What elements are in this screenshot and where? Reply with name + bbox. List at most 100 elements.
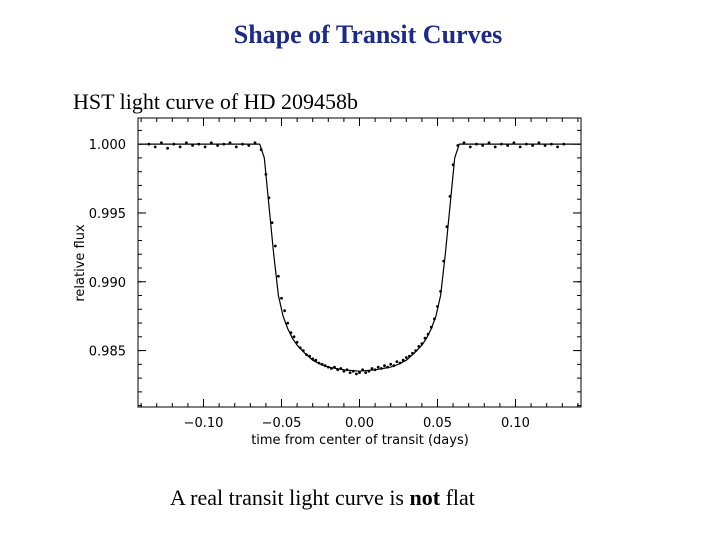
data-point (147, 142, 151, 146)
data-point (518, 145, 522, 149)
data-point (253, 141, 257, 145)
data-point (439, 290, 442, 293)
y-axis-label: relative flux (73, 224, 88, 302)
y-tick-label: 0.985 (89, 345, 126, 360)
data-point (512, 141, 516, 145)
caption-text-start: A real transit light curve is (170, 485, 410, 510)
data-point (367, 369, 371, 373)
plot-frame (137, 117, 582, 408)
data-point (317, 361, 321, 365)
data-point (314, 358, 318, 362)
data-point (277, 274, 280, 278)
data-point (370, 367, 374, 370)
axis-tick-labels: −0.10 −0.05 0.00 0.05 0.10 0.985 0.990 0.995 1.0… (89, 138, 530, 431)
data-point (531, 144, 534, 147)
data-point (493, 145, 497, 149)
data-point (191, 144, 195, 147)
data-point (280, 296, 283, 300)
model-curve-line (138, 143, 581, 372)
data-point (286, 321, 290, 325)
data-point (373, 368, 377, 372)
data-point (336, 368, 340, 372)
data-point (398, 361, 402, 365)
data-point (408, 354, 411, 358)
data-point (172, 142, 176, 146)
data-point (537, 141, 541, 145)
data-point (295, 340, 299, 344)
data-point (339, 367, 343, 370)
data-point (376, 365, 380, 369)
data-point (500, 142, 503, 146)
data-point (462, 141, 466, 145)
data-point (234, 145, 238, 149)
data-point (550, 142, 553, 146)
data-point (342, 369, 346, 373)
axis-ticks (138, 118, 581, 407)
data-point (298, 346, 302, 350)
data-point (326, 365, 330, 369)
data-point (456, 144, 460, 147)
y-tick-label: 1.000 (89, 138, 126, 153)
data-point (292, 335, 296, 339)
data-point (379, 367, 383, 370)
data-point (383, 364, 386, 368)
y-tick-label: 0.990 (89, 276, 126, 291)
data-point (289, 331, 293, 335)
data-point (525, 142, 528, 146)
data-point (153, 145, 157, 149)
data-point (487, 141, 491, 145)
data-point (323, 364, 327, 368)
data-point (543, 144, 547, 147)
data-point (330, 367, 333, 370)
data-point (506, 144, 510, 147)
data-point (355, 372, 358, 376)
data-point (423, 336, 427, 340)
x-tick-label: 0.05 (423, 416, 452, 431)
data-point (364, 371, 368, 374)
data-point (345, 368, 349, 372)
data-point (209, 141, 213, 145)
data-point (361, 368, 364, 372)
slide-caption: A real transit light curve is not flat (170, 485, 475, 511)
chart-subtitle: HST light curve of HD 209458b (73, 89, 358, 114)
data-points (147, 141, 566, 376)
data-point (203, 145, 207, 149)
x-axis-label: time from center of transit (days) (251, 433, 469, 448)
data-point (228, 141, 232, 145)
data-point (401, 358, 405, 362)
data-point (351, 369, 355, 373)
data-point (429, 325, 433, 329)
data-point (386, 365, 389, 369)
data-point (333, 365, 336, 369)
data-point (417, 345, 421, 348)
data-point (442, 259, 446, 263)
data-point (426, 332, 430, 336)
data-point (320, 362, 324, 366)
data-point (222, 142, 226, 146)
data-point (392, 364, 396, 368)
data-point (420, 342, 424, 346)
data-point (160, 141, 163, 145)
data-point (264, 173, 268, 176)
data-point (267, 196, 271, 200)
data-point (448, 195, 452, 198)
data-point (247, 144, 251, 147)
data-point (411, 351, 414, 355)
data-point (404, 356, 408, 359)
data-point (283, 309, 286, 313)
data-point (259, 148, 263, 152)
caption-text-end: flat (440, 485, 475, 510)
data-point (305, 353, 308, 357)
x-tick-label: −0.05 (262, 416, 302, 431)
caption-emphasis: not (409, 485, 441, 510)
data-point (301, 349, 305, 352)
data-point (197, 142, 201, 146)
data-point (556, 145, 559, 149)
data-point (389, 362, 393, 366)
y-tick-label: 0.995 (89, 207, 126, 222)
data-point (436, 305, 439, 308)
data-point (241, 142, 244, 146)
data-point (481, 144, 485, 147)
data-point (433, 317, 436, 321)
